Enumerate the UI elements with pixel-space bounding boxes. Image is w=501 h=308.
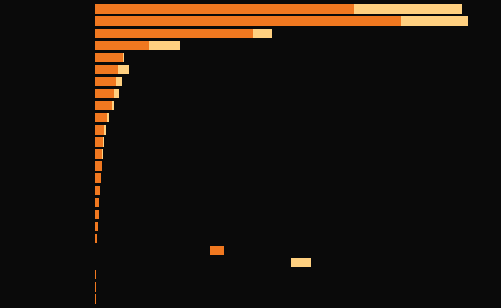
Bar xyxy=(102,149,103,159)
Bar xyxy=(95,185,100,195)
Bar xyxy=(112,101,114,110)
Bar xyxy=(95,101,112,110)
Bar xyxy=(114,89,119,98)
Bar xyxy=(95,125,104,135)
Bar xyxy=(95,29,253,38)
Bar xyxy=(95,198,99,207)
Bar xyxy=(95,173,101,183)
Bar xyxy=(104,125,106,135)
Bar xyxy=(95,210,99,219)
Bar xyxy=(118,65,129,74)
Bar xyxy=(95,161,101,171)
Bar xyxy=(101,161,102,171)
Bar xyxy=(95,222,98,231)
Bar xyxy=(103,137,104,147)
Bar xyxy=(116,77,122,86)
Bar xyxy=(210,246,224,255)
Bar xyxy=(95,65,118,74)
Bar xyxy=(95,89,114,98)
Bar xyxy=(95,77,116,86)
Bar xyxy=(95,149,102,159)
Bar xyxy=(107,113,109,123)
Bar xyxy=(95,4,353,14)
Bar xyxy=(149,41,180,50)
Bar xyxy=(353,4,461,14)
Bar xyxy=(253,29,272,38)
Bar xyxy=(95,41,149,50)
Bar xyxy=(401,17,467,26)
Bar xyxy=(291,258,310,267)
Bar xyxy=(95,137,103,147)
Bar xyxy=(95,17,401,26)
Bar xyxy=(95,234,97,243)
Bar xyxy=(95,270,96,279)
Bar xyxy=(95,113,107,123)
Bar xyxy=(122,53,124,62)
Bar xyxy=(95,53,122,62)
